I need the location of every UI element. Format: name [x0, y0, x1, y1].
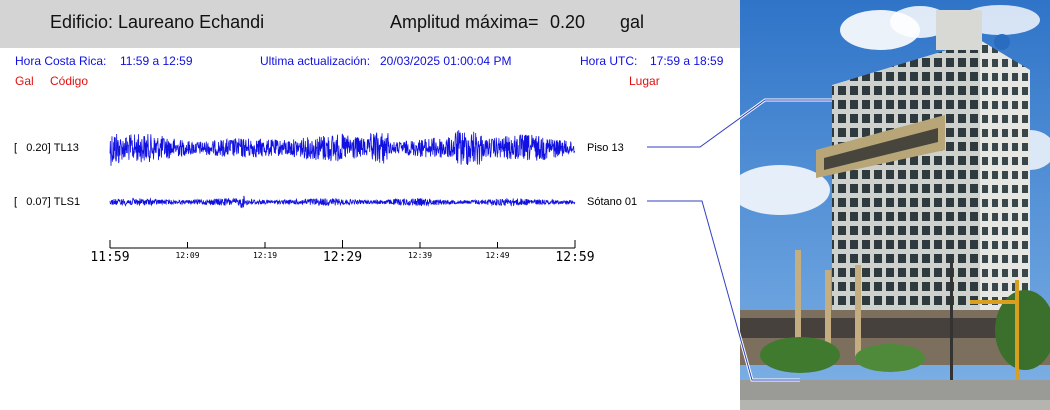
trace-tl13: [109, 130, 576, 166]
amplitude-label: Amplitud máxima=: [390, 12, 539, 32]
x-tick-label: 12:49: [485, 251, 509, 260]
trace-code: TLS1: [53, 196, 81, 208]
column-gal: Gal: [15, 74, 34, 88]
trace-place-piso13: Piso 13: [587, 142, 624, 154]
x-tick-label: 12:39: [408, 251, 432, 260]
building-photo: [740, 0, 1050, 410]
trace-label-tl13: [ 0.20] TL13: [14, 142, 79, 154]
x-tick-label: 12:09: [175, 251, 199, 260]
x-tick-label: 12:59: [555, 250, 594, 265]
amplitude-unit: gal: [620, 12, 645, 32]
cr-time-range: 11:59 a 12:59: [120, 54, 193, 68]
trace-label-tls1: [ 0.07] TLS1: [14, 196, 81, 208]
trace-amplitude: 0.20: [26, 142, 48, 154]
header-bar: Edificio: Laureano Echandi Amplitud máxi…: [0, 0, 740, 48]
utc-time-label: Hora UTC:: [580, 54, 638, 68]
cr-time-label: Hora Costa Rica:: [15, 54, 107, 68]
update-label: Ultima actualización:: [260, 54, 371, 68]
column-code: Código: [50, 74, 89, 88]
x-tick-label: 12:29: [323, 250, 362, 265]
utc-time-range: 17:59 a 18:59: [650, 54, 724, 68]
amplitude-value: 0.20: [550, 12, 586, 32]
trace-amplitude: 0.07: [26, 196, 48, 208]
building-title: Edificio: Laureano Echandi: [50, 12, 265, 32]
column-place: Lugar: [629, 74, 660, 88]
seismogram-chart: 11:59 12:09 12:19 12:29 12:39 12:49 12:59: [90, 130, 595, 265]
x-tick-label: 12:19: [253, 251, 277, 260]
update-value: 20/03/2025 01:00:04 PM: [380, 54, 512, 68]
trace-code: TL13: [53, 142, 79, 154]
trace-tls1: [109, 195, 576, 209]
trace-place-sotano01: Sótano 01: [587, 196, 638, 208]
x-tick-label: 11:59: [90, 250, 129, 265]
